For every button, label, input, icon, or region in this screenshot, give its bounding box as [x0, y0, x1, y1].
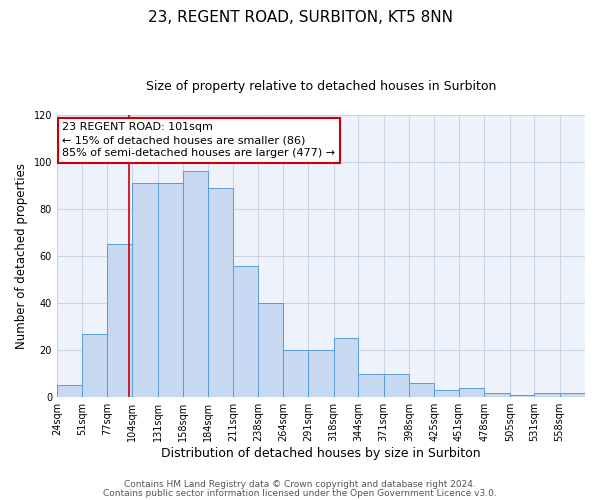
Bar: [233, 266, 259, 397]
Bar: [383, 374, 409, 397]
Text: 23, REGENT ROAD, SURBITON, KT5 8NN: 23, REGENT ROAD, SURBITON, KT5 8NN: [148, 10, 452, 25]
Bar: [560, 392, 585, 397]
Bar: [308, 350, 334, 397]
Bar: [409, 383, 434, 397]
Bar: [183, 172, 208, 397]
Bar: [459, 388, 484, 397]
Bar: [484, 392, 509, 397]
Bar: [334, 338, 358, 397]
Title: Size of property relative to detached houses in Surbiton: Size of property relative to detached ho…: [146, 80, 496, 93]
Bar: [358, 374, 383, 397]
Bar: [57, 386, 82, 397]
Bar: [132, 183, 158, 397]
Bar: [208, 188, 233, 397]
Bar: [283, 350, 308, 397]
Bar: [434, 390, 459, 397]
Text: 23 REGENT ROAD: 101sqm
← 15% of detached houses are smaller (86)
85% of semi-det: 23 REGENT ROAD: 101sqm ← 15% of detached…: [62, 122, 335, 158]
Bar: [82, 334, 107, 397]
Text: Contains HM Land Registry data © Crown copyright and database right 2024.: Contains HM Land Registry data © Crown c…: [124, 480, 476, 489]
Y-axis label: Number of detached properties: Number of detached properties: [15, 163, 28, 349]
X-axis label: Distribution of detached houses by size in Surbiton: Distribution of detached houses by size …: [161, 447, 481, 460]
Bar: [534, 392, 560, 397]
Bar: [158, 183, 183, 397]
Bar: [107, 244, 132, 397]
Bar: [509, 395, 534, 397]
Bar: [259, 303, 283, 397]
Text: Contains public sector information licensed under the Open Government Licence v3: Contains public sector information licen…: [103, 489, 497, 498]
